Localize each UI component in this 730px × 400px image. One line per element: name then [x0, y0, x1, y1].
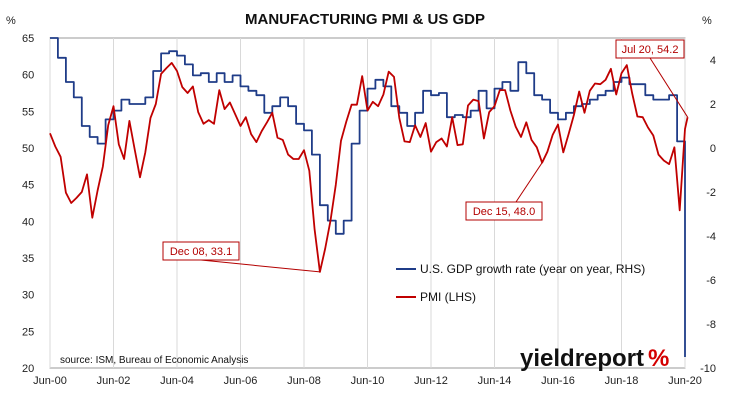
left-tick-label: 25 [22, 326, 34, 338]
left-tick-label: 50 [22, 143, 34, 155]
left-axis-unit: % [6, 15, 16, 27]
logo-percent: % [648, 345, 669, 372]
left-axis-ticks: 20 25 30 35 40 45 50 55 60 65 [22, 33, 34, 375]
left-tick-label: 35 [22, 253, 34, 265]
legend: U.S. GDP growth rate (year on year, RHS)… [396, 262, 645, 304]
x-tick-label: Jun-12 [414, 375, 448, 387]
annotation-jul20-label: Jul 20, 54.2 [622, 44, 679, 56]
series-line-gdp [50, 37, 686, 357]
yieldreport-logo: yieldreport % [520, 345, 669, 372]
right-tick-label: -4 [706, 231, 716, 243]
right-axis-unit: % [702, 15, 712, 27]
legend-label-gdp: U.S. GDP growth rate (year on year, RHS) [420, 262, 645, 276]
x-tick-label: Jun-20 [668, 375, 702, 387]
right-tick-label: 4 [710, 55, 716, 67]
x-tick-label: Jun-00 [33, 375, 67, 387]
right-tick-label: 0 [710, 143, 716, 155]
annotation-jul20-box [615, 39, 685, 59]
x-tick-label: Jun-10 [351, 375, 385, 387]
right-tick-label: -8 [706, 319, 716, 331]
annotation-dec15-label: Dec 15, 48.0 [473, 206, 535, 218]
series-line-pmi [49, 62, 689, 273]
x-axis-ticks: Jun-00 Jun-02 Jun-04 Jun-06 Jun-08 Jun-10 Jun-… [33, 375, 702, 387]
left-tick-label: 60 [22, 70, 34, 82]
right-tick-label: 2 [710, 99, 716, 111]
x-tick-label: Jun-02 [97, 375, 131, 387]
x-tick-label: Jun-16 [541, 375, 575, 387]
annotation-jul20-leader [649, 57, 689, 118]
source-note: source: ISM, Bureau of Economic Analysis [60, 355, 248, 366]
x-tick-label: Jun-04 [160, 375, 194, 387]
logo-text: yieldreport [520, 345, 644, 372]
right-axis-ticks: -10 -8 -6 -4 -2 0 2 4 [700, 55, 716, 375]
left-tick-label: 65 [22, 33, 34, 45]
annotation-dec08-label: Dec 08, 33.1 [170, 246, 232, 258]
right-tick-label: -2 [706, 187, 716, 199]
right-tick-label: -6 [706, 275, 716, 287]
left-tick-label: 30 [22, 290, 34, 302]
left-tick-label: 20 [22, 363, 34, 375]
annotation-dec08-box [162, 241, 240, 261]
x-tick-label: Jun-18 [605, 375, 639, 387]
annotation-dec08-leader [200, 259, 320, 273]
annotations: Dec 08, 33.1 Dec 15, 48.0 Jul 20, 54.2 [162, 39, 689, 273]
chart-title: MANUFACTURING PMI & US GDP [245, 11, 485, 28]
series-lines [49, 37, 689, 357]
x-tick-label: Jun-08 [287, 375, 321, 387]
x-tick-label: Jun-14 [478, 375, 512, 387]
legend-label-pmi: PMI (LHS) [420, 290, 476, 304]
x-tick-label: Jun-06 [224, 375, 258, 387]
left-tick-label: 55 [22, 106, 34, 118]
right-tick-label: -10 [700, 363, 716, 375]
annotation-dec15-box [465, 201, 543, 221]
left-tick-label: 40 [22, 216, 34, 228]
left-tick-label: 45 [22, 180, 34, 192]
vertical-gridlines [49, 38, 686, 368]
